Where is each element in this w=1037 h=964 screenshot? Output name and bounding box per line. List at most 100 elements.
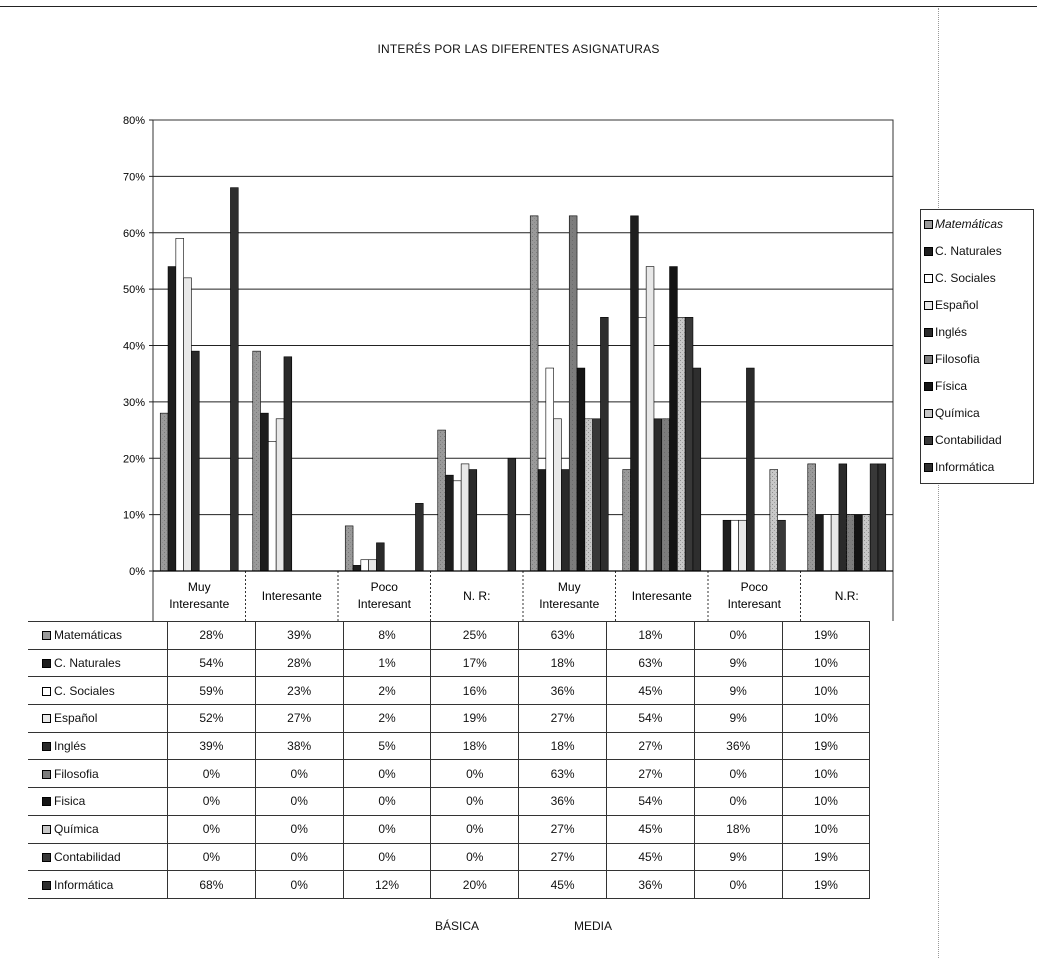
legend-swatch [924,382,933,391]
bar-c-sociales [360,559,369,572]
table-row: Filosofia 0% 0% 0% 0% 63% 27% 0% 10% [28,759,871,789]
y-tick-label: 70% [123,171,145,183]
x-tick-label: Interesante [262,589,322,603]
table-cell: 27% [518,814,607,844]
table-cell: 10% [781,787,871,816]
legend-swatch [42,714,51,724]
table-cell: 0% [254,814,344,844]
chart-title: INTERÉS POR LAS DIFERENTES ASIGNATURAS [377,42,660,56]
table-cell: 0% [254,842,344,872]
table-cell: 36% [518,787,607,816]
y-tick-label: 10% [123,510,145,522]
table-cell: 19% [430,704,520,733]
bar-ingles [838,463,848,572]
table-cell: 0% [693,621,783,650]
table-cell: 36% [518,676,607,706]
table-cell: 16% [430,676,520,706]
table-row-label: C. Naturales [28,648,168,678]
table-cell: 0% [342,759,432,789]
legend-swatch [42,852,51,862]
x-tick-label: Interesante [632,589,692,603]
legend-swatch [42,659,51,669]
bar-ingles [283,356,293,572]
table-cell: 28% [167,621,256,650]
legend-swatch [924,301,933,310]
table-cell: 10% [781,814,871,844]
table-cell: 9% [693,648,783,678]
table-cell: 28% [254,648,344,678]
table-row: Contabilidad 0% 0% 0% 0% 27% 45% 9% 19% [28,842,871,872]
table-cell: 0% [167,759,256,789]
table-cell: 10% [781,759,871,789]
table-cell: 18% [605,621,695,650]
x-tick-label: Interesant [728,597,782,611]
x-tick-label: Poco [371,580,399,594]
bar-ingles [468,469,478,572]
legend-swatch [924,355,933,364]
table-cell: 18% [518,648,607,678]
table-cell: 25% [430,621,520,650]
bar-informatica [507,457,517,572]
legend-entry-matematicas: Matemáticas [921,215,1033,242]
table-cell: 0% [342,842,432,872]
bar-ingles [746,367,755,572]
bar-espanol [553,418,562,572]
bar-c-sociales [545,367,554,572]
y-tick-label: 80% [123,115,145,127]
table-cell: 0% [342,814,432,844]
table-cell: 17% [430,648,520,678]
legend-swatch [924,220,933,229]
y-tick-label: 20% [123,453,145,465]
bar-espanol [275,418,285,572]
table-row: Fisica 0% 0% 0% 0% 36% 54% 0% 10% [28,787,871,816]
legend-entry-c-sociales: C. Sociales [921,269,1033,296]
table-cell: 2% [342,704,432,733]
table-row: Química 0% 0% 0% 0% 27% 45% 18% 10% [28,814,871,844]
bar-ingles [653,418,663,572]
legend-entry-fisica: Física [921,377,1033,404]
table-cell: 0% [254,759,344,789]
bar-espanol [738,519,747,572]
table-cell: 9% [693,842,783,872]
legend-swatch [924,328,933,337]
bar-ingles [191,350,200,572]
bar-texture [661,418,670,571]
bar-ingles [561,469,570,572]
table-cell: 36% [693,731,783,761]
bar-texture [530,215,539,571]
legend-swatch [924,274,933,283]
table-cell: 63% [518,621,607,650]
x-tick-label: Muy [188,580,211,594]
table-cell: 19% [781,731,871,761]
group-label-basica: BÁSICA [435,919,480,933]
bar-informatica [600,317,609,572]
legend-swatch [42,686,51,696]
bar-informatica [230,187,239,572]
table-cell: 45% [518,870,607,899]
table-cell: 0% [693,759,783,789]
table-cell: 39% [254,621,344,650]
table-cell: 0% [693,787,783,816]
bar-c-sociales [453,480,462,572]
bar-espanol [368,559,377,572]
bar-contabilidad [684,317,694,572]
table-cell: 19% [781,842,871,872]
bar-espanol [183,277,192,572]
data-table: Matemáticas 28% 39% 8% 25% 63% 18% 0% 19% C. Natu… [28,621,871,899]
bar-c-naturales [260,412,269,572]
table-cell: 68% [167,870,256,899]
table-row: Español 52% 27% 2% 19% 27% 54% 9% 10% [28,704,871,733]
table-cell: 45% [605,842,695,872]
bar-fisica [576,367,586,572]
table-cell: 10% [781,676,871,706]
table-cell: 18% [518,731,607,761]
bar-ingles [376,542,385,572]
legend-entry-espanol: Español [921,296,1033,323]
bar-espanol [830,514,840,572]
table-cell: 1% [342,648,432,678]
table-cell: 27% [605,759,695,789]
legend-entry-informatica: Informática [921,458,1033,485]
bar-c-naturales [722,519,732,572]
table-cell: 63% [605,648,695,678]
bar-texture [677,317,686,571]
